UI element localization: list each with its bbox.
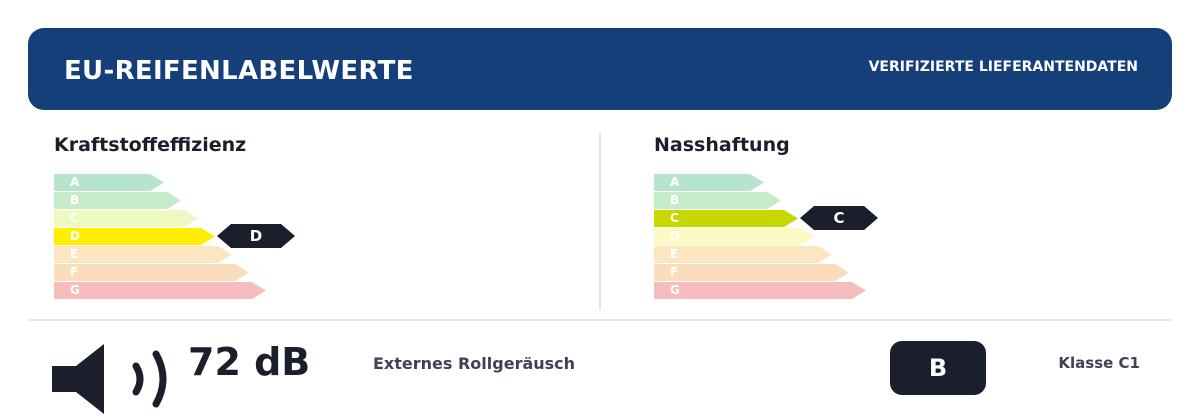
page-title: EU-REIFENLABELWERTE bbox=[64, 56, 414, 86]
wet-bar-a: A bbox=[654, 174, 764, 191]
fuel-bar-e: E bbox=[54, 246, 232, 263]
speaker-icon bbox=[52, 344, 172, 418]
wet-bar-f: F bbox=[654, 264, 849, 281]
wet-bar-b: B bbox=[654, 192, 781, 209]
fuel-rating-marker: D bbox=[217, 224, 295, 248]
wet-grip-title: Nasshaftung bbox=[654, 134, 790, 156]
wet-bar-e: E bbox=[654, 246, 832, 263]
panel-divider bbox=[599, 132, 601, 310]
noise-class-badge: B bbox=[890, 341, 986, 395]
tyre-class-label: Klasse C1 bbox=[1058, 354, 1140, 372]
verified-badge: VERIFIZIERTE LIEFERANTENDATEN bbox=[868, 59, 1138, 75]
fuel-bar-a: A bbox=[54, 174, 164, 191]
noise-label: Externes Rollgeräusch bbox=[373, 354, 576, 373]
header-banner: EU-REIFENLABELWERTE VERIFIZIERTE LIEFERA… bbox=[28, 28, 1172, 110]
fuel-bar-c: C bbox=[54, 210, 198, 227]
fuel-bar-b: B bbox=[54, 192, 181, 209]
wet-bar-c: C bbox=[654, 210, 798, 227]
section-divider bbox=[28, 319, 1172, 321]
fuel-bar-d: D bbox=[54, 228, 215, 245]
wet-rating-marker: C bbox=[800, 206, 878, 230]
wet-bar-d: D bbox=[654, 228, 815, 245]
fuel-efficiency-title: Kraftstoffeffizienz bbox=[54, 134, 247, 156]
wet-bar-g: G bbox=[654, 282, 866, 299]
fuel-bar-f: F bbox=[54, 264, 249, 281]
fuel-bar-g: G bbox=[54, 282, 266, 299]
noise-value: 72 dB bbox=[188, 340, 311, 384]
